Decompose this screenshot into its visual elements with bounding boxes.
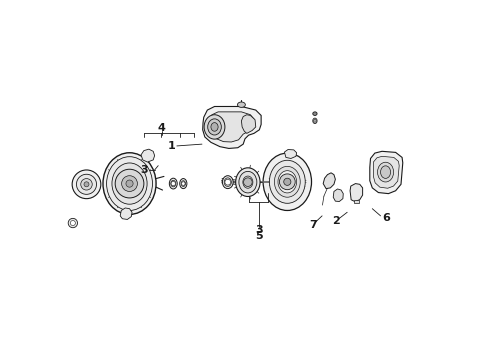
Ellipse shape <box>263 153 312 211</box>
Circle shape <box>284 178 291 185</box>
Polygon shape <box>370 151 403 194</box>
Polygon shape <box>350 184 363 202</box>
Ellipse shape <box>236 168 260 197</box>
Polygon shape <box>373 156 399 188</box>
Circle shape <box>84 182 89 187</box>
Text: 4: 4 <box>158 123 166 133</box>
Ellipse shape <box>112 163 147 204</box>
Circle shape <box>81 179 92 190</box>
Text: 3: 3 <box>140 165 147 175</box>
Ellipse shape <box>243 176 253 188</box>
Ellipse shape <box>180 179 187 189</box>
Ellipse shape <box>211 123 218 131</box>
Ellipse shape <box>381 166 391 179</box>
Text: 1: 1 <box>168 141 175 151</box>
Polygon shape <box>208 112 254 142</box>
Ellipse shape <box>170 178 177 189</box>
Polygon shape <box>285 149 296 158</box>
Ellipse shape <box>224 178 231 186</box>
Circle shape <box>244 178 252 186</box>
Text: 7: 7 <box>309 220 317 230</box>
Polygon shape <box>323 173 335 189</box>
Ellipse shape <box>171 180 176 187</box>
Ellipse shape <box>313 112 317 116</box>
Ellipse shape <box>278 171 296 193</box>
Polygon shape <box>203 107 261 148</box>
Polygon shape <box>120 208 132 220</box>
Polygon shape <box>242 115 256 134</box>
Circle shape <box>314 120 317 122</box>
Text: 3: 3 <box>255 225 263 235</box>
Ellipse shape <box>274 166 300 197</box>
Ellipse shape <box>103 153 156 215</box>
Ellipse shape <box>239 171 257 193</box>
Circle shape <box>115 169 144 198</box>
Ellipse shape <box>181 181 186 186</box>
Ellipse shape <box>107 157 152 211</box>
Circle shape <box>126 180 133 187</box>
Circle shape <box>181 182 185 185</box>
Text: 2: 2 <box>333 216 341 226</box>
Ellipse shape <box>270 160 305 203</box>
Polygon shape <box>333 189 343 202</box>
Circle shape <box>225 179 231 185</box>
Circle shape <box>68 219 77 228</box>
Ellipse shape <box>204 115 225 139</box>
Circle shape <box>71 221 75 226</box>
Circle shape <box>72 170 101 199</box>
Ellipse shape <box>313 118 317 123</box>
Circle shape <box>279 174 295 190</box>
Circle shape <box>171 181 175 186</box>
Circle shape <box>76 174 97 194</box>
Ellipse shape <box>208 119 221 135</box>
Text: 5: 5 <box>255 231 263 240</box>
Ellipse shape <box>377 162 393 182</box>
Ellipse shape <box>222 176 233 189</box>
Text: 6: 6 <box>383 213 391 222</box>
Ellipse shape <box>238 102 245 107</box>
Polygon shape <box>141 149 155 162</box>
Circle shape <box>122 176 137 192</box>
Bar <box>354 201 359 203</box>
